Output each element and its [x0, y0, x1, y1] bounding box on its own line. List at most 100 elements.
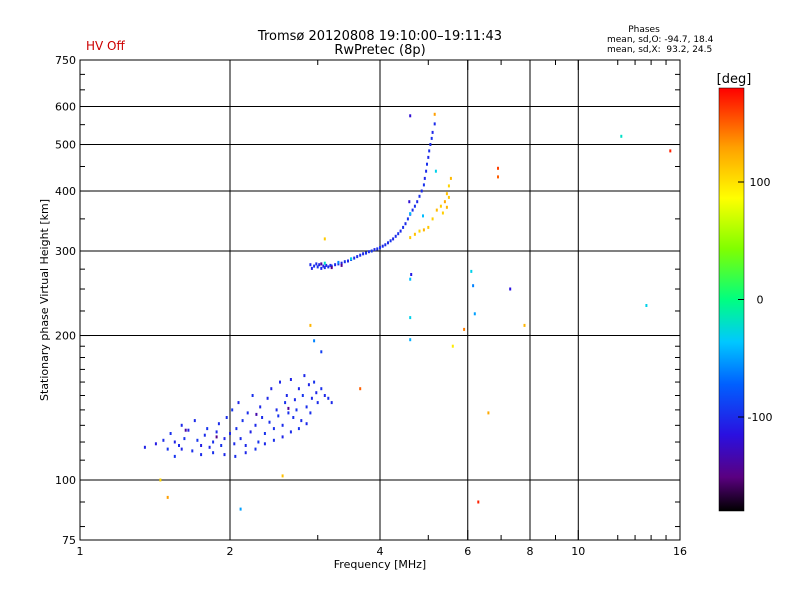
- echo-point: [310, 396, 313, 400]
- echo-point: [420, 189, 423, 193]
- echo-point: [509, 287, 512, 291]
- echo-point: [229, 432, 231, 435]
- echo-point: [323, 261, 326, 265]
- echo-point: [409, 114, 412, 118]
- echo-point: [323, 266, 326, 270]
- echo-point: [270, 387, 273, 391]
- x-tick-label: 10: [571, 545, 585, 558]
- echo-point: [292, 416, 295, 419]
- echo-point: [241, 419, 244, 423]
- echo-point: [281, 423, 284, 427]
- echo-point: [409, 316, 412, 320]
- echo-point: [200, 453, 203, 457]
- echo-point: [143, 445, 146, 449]
- echo-point: [225, 416, 228, 419]
- echo-point: [307, 383, 310, 387]
- echo-point: [431, 217, 434, 221]
- echo-point: [183, 437, 186, 441]
- echo-point: [293, 398, 296, 402]
- echo-point: [384, 243, 387, 247]
- echo-point: [447, 195, 450, 199]
- echo-point: [327, 396, 330, 400]
- echo-point: [180, 447, 183, 451]
- echo-point: [320, 387, 323, 391]
- echo-point: [497, 175, 499, 179]
- echo-point: [362, 252, 365, 256]
- echo-point: [410, 273, 413, 276]
- echo-point: [347, 259, 349, 263]
- echo-point: [295, 408, 298, 412]
- echo-point: [212, 451, 215, 455]
- echo-point: [261, 416, 264, 419]
- x-tick-label: 2: [227, 545, 234, 558]
- echo-point: [305, 422, 308, 426]
- echo-point: [244, 451, 247, 455]
- echo-point: [305, 405, 308, 409]
- echo-point: [251, 394, 254, 397]
- echo-point: [320, 266, 323, 270]
- echo-point: [217, 422, 220, 426]
- echo-point: [239, 437, 242, 441]
- echo-point: [159, 478, 162, 482]
- echo-point: [408, 200, 411, 204]
- echo-point: [318, 263, 321, 267]
- y-axis-label: Stationary phase Virtual Height [km]: [38, 199, 51, 401]
- echo-point: [433, 122, 436, 126]
- echo-point: [263, 442, 266, 446]
- colorbar-label: [deg]: [717, 72, 752, 87]
- echo-point: [409, 338, 412, 342]
- echo-point: [287, 411, 290, 415]
- echo-point: [244, 444, 247, 447]
- echo-point: [523, 323, 526, 327]
- echo-point: [196, 438, 199, 442]
- echo-point: [343, 260, 346, 264]
- y-tick-label: 750: [55, 54, 76, 67]
- echo-point: [426, 162, 428, 166]
- echo-point: [309, 323, 312, 327]
- echo-point: [430, 136, 433, 140]
- x-tick-label: 16: [673, 545, 687, 558]
- x-tick-label: 4: [377, 545, 384, 558]
- echo-point: [409, 277, 412, 281]
- echo-point: [330, 266, 333, 270]
- echo-point: [463, 327, 466, 331]
- echo-point: [427, 155, 430, 159]
- echo-point: [340, 263, 343, 267]
- echo-point: [433, 112, 436, 116]
- echo-point: [389, 239, 392, 243]
- echo-point: [259, 405, 262, 409]
- echo-point: [418, 194, 421, 198]
- echo-point: [425, 169, 428, 173]
- y-tick-label: 400: [55, 185, 76, 198]
- echo-point: [451, 344, 454, 348]
- echo-point: [281, 474, 284, 478]
- echo-point: [206, 427, 209, 431]
- echo-point: [166, 495, 169, 499]
- echo-point: [409, 212, 412, 216]
- x-tick-label: 1: [77, 545, 84, 558]
- echo-point: [445, 192, 448, 196]
- echo-point: [392, 237, 395, 241]
- echo-point: [350, 257, 353, 261]
- echo-point: [246, 411, 249, 415]
- echo-point: [373, 248, 376, 252]
- echo-point: [473, 312, 476, 316]
- echo-point: [316, 401, 319, 405]
- echo-point: [309, 263, 312, 267]
- echo-point: [422, 228, 425, 232]
- echo-point: [309, 411, 312, 415]
- echo-point: [399, 229, 402, 233]
- echo-point: [359, 253, 362, 257]
- echo-point: [497, 166, 499, 170]
- chart-title: Tromsø 20120808 19:10:00–19:11:43: [257, 29, 502, 44]
- echo-point: [272, 427, 275, 431]
- x-axis-label: Frequency [MHz]: [334, 558, 426, 571]
- echo-point: [472, 284, 475, 288]
- echo-point: [187, 428, 190, 432]
- echo-point: [178, 444, 180, 447]
- echo-point: [428, 149, 431, 153]
- echo-point: [429, 143, 432, 146]
- echo-point: [235, 427, 238, 431]
